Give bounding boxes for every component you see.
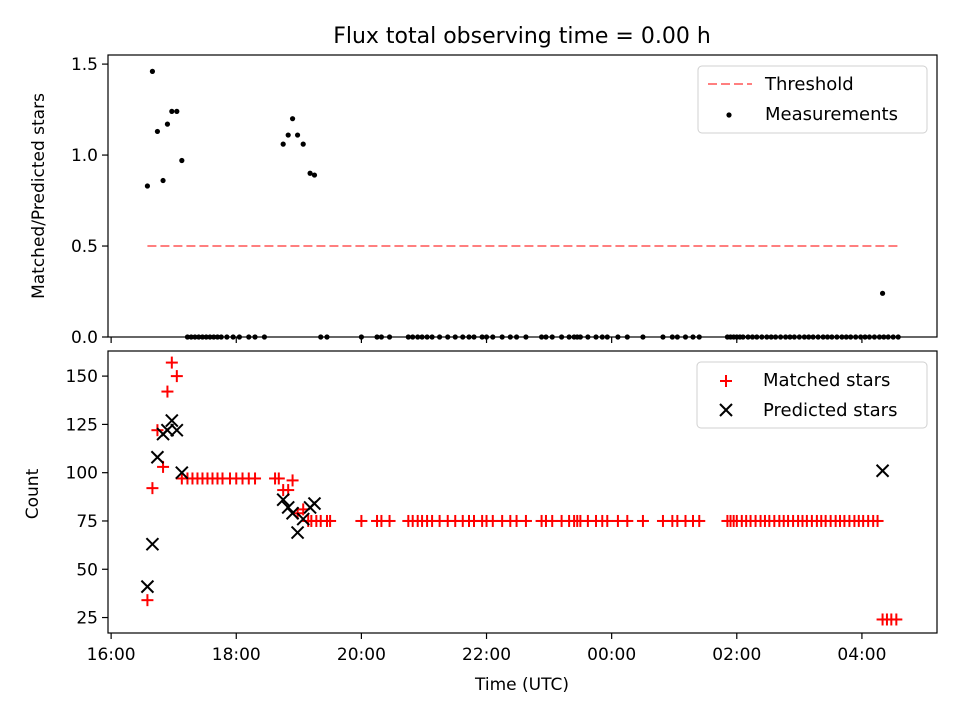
- xtick-label: 18:00: [212, 645, 261, 665]
- matched-star-marker: [871, 514, 884, 527]
- xtick-label: 00:00: [587, 645, 636, 665]
- predicted-star-marker: [150, 450, 165, 464]
- bottom-ytick-label: 125: [66, 415, 98, 435]
- matched-star-marker: [141, 594, 154, 607]
- top-ytick-label: 0.5: [71, 237, 98, 257]
- legend-measurements-swatch: [726, 112, 732, 118]
- bottom-legend: Matched stars Predicted stars: [696, 361, 928, 429]
- bottom-panel: 25 50 75 100 125 150 16:00 18:00 20:00 22:00 00:0…: [23, 350, 938, 695]
- matched-star-marker: [636, 514, 649, 527]
- measurements-series: [144, 68, 901, 340]
- matched-star-marker: [146, 482, 159, 495]
- predicted-star-marker: [145, 537, 160, 551]
- legend-threshold-label: Threshold: [764, 74, 854, 95]
- matched-star-marker: [355, 514, 368, 527]
- matched-star-marker: [693, 514, 706, 527]
- measurement-point: [285, 132, 291, 138]
- predicted-star-marker: [875, 464, 890, 478]
- measurement-point: [307, 170, 313, 176]
- top-x-ticks: [110, 337, 863, 343]
- predicted-star-marker: [285, 506, 300, 520]
- legend-predicted-swatch: [719, 403, 733, 417]
- top-y-axis-label: Matched/Predicted stars: [29, 93, 49, 299]
- matched-stars-series: [141, 356, 903, 626]
- predicted-stars-series: [140, 413, 890, 594]
- matched-star-marker: [151, 424, 164, 437]
- measurement-point: [289, 116, 296, 122]
- measurement-point: [174, 108, 180, 114]
- matched-star-marker: [161, 385, 174, 398]
- bottom-plot-frame: [107, 350, 938, 634]
- xtick-label: 02:00: [712, 645, 761, 665]
- matched-star-marker: [324, 514, 337, 527]
- x-axis-label: Time (UTC): [474, 675, 569, 695]
- measurement-point: [164, 121, 171, 127]
- bottom-ytick-label: 25: [76, 609, 98, 629]
- matched-star-marker: [249, 472, 262, 485]
- matched-star-marker: [621, 514, 634, 527]
- top-ytick-label: 1.0: [71, 146, 98, 166]
- legend-matched-label: Matched stars: [763, 370, 890, 391]
- matched-star-marker: [383, 514, 396, 527]
- legend-predicted-label: Predicted stars: [763, 400, 897, 421]
- bottom-legend-box: [696, 361, 928, 429]
- measurement-point: [144, 183, 151, 189]
- legend-measurements-label: Measurements: [765, 104, 898, 125]
- bottom-x-ticks: 16:00 18:00 20:00 22:00 00:00 02:00 04:00: [87, 633, 886, 665]
- predicted-star-marker: [290, 525, 305, 540]
- chart-title: Flux total observing time = 0.00 h: [333, 24, 711, 49]
- top-legend-box: [697, 65, 928, 134]
- bottom-ytick-label: 100: [66, 464, 98, 484]
- xtick-label: 20:00: [337, 645, 386, 665]
- measurement-point: [879, 290, 886, 296]
- measurement-point: [311, 172, 318, 178]
- xtick-label: 16:00: [87, 645, 136, 665]
- matched-star-marker: [170, 370, 183, 383]
- matched-star-marker: [272, 472, 285, 485]
- measurement-point: [179, 157, 185, 164]
- matched-star-marker: [519, 514, 532, 527]
- bottom-ytick-label: 75: [76, 512, 98, 532]
- matched-star-marker: [890, 613, 903, 626]
- top-ytick-label: 1.5: [71, 55, 98, 75]
- matched-star-marker: [286, 474, 299, 487]
- bottom-ytick-label: 150: [66, 367, 98, 387]
- predicted-star-marker: [140, 579, 155, 594]
- bottom-ytick-label: 50: [76, 560, 98, 580]
- measurement-point: [169, 108, 175, 114]
- legend-matched-swatch: [720, 375, 732, 387]
- top-ytick-label: 0.0: [71, 328, 98, 348]
- predicted-star-marker: [307, 496, 322, 511]
- predicted-star-marker: [165, 413, 179, 428]
- predicted-star-marker: [175, 465, 189, 480]
- measurement-point: [154, 128, 161, 135]
- xtick-label: 22:00: [462, 645, 511, 665]
- top-panel: 0.0 0.5 1.0 1.5 Matched/Predicted stars Thr…: [29, 54, 938, 348]
- matched-star-marker: [165, 356, 178, 369]
- matched-star-marker: [601, 514, 614, 527]
- predicted-star-marker: [281, 500, 295, 515]
- top-y-ticks: 0.0 0.5 1.0 1.5: [71, 55, 108, 348]
- predicted-star-marker: [296, 512, 310, 526]
- measurement-point: [160, 177, 166, 184]
- measurement-point: [300, 141, 306, 147]
- measurement-point: [280, 141, 286, 147]
- xtick-label: 04:00: [837, 645, 886, 665]
- predicted-star-marker: [170, 423, 184, 437]
- top-plot-frame: [107, 54, 938, 338]
- measurement-point: [294, 132, 301, 138]
- top-legend: Threshold Measurements: [697, 65, 928, 134]
- bottom-y-ticks: 25 50 75 100 125 150: [66, 367, 108, 629]
- measurement-point: [149, 68, 156, 74]
- bottom-y-axis-label: Count: [23, 468, 43, 519]
- predicted-star-marker: [276, 493, 290, 507]
